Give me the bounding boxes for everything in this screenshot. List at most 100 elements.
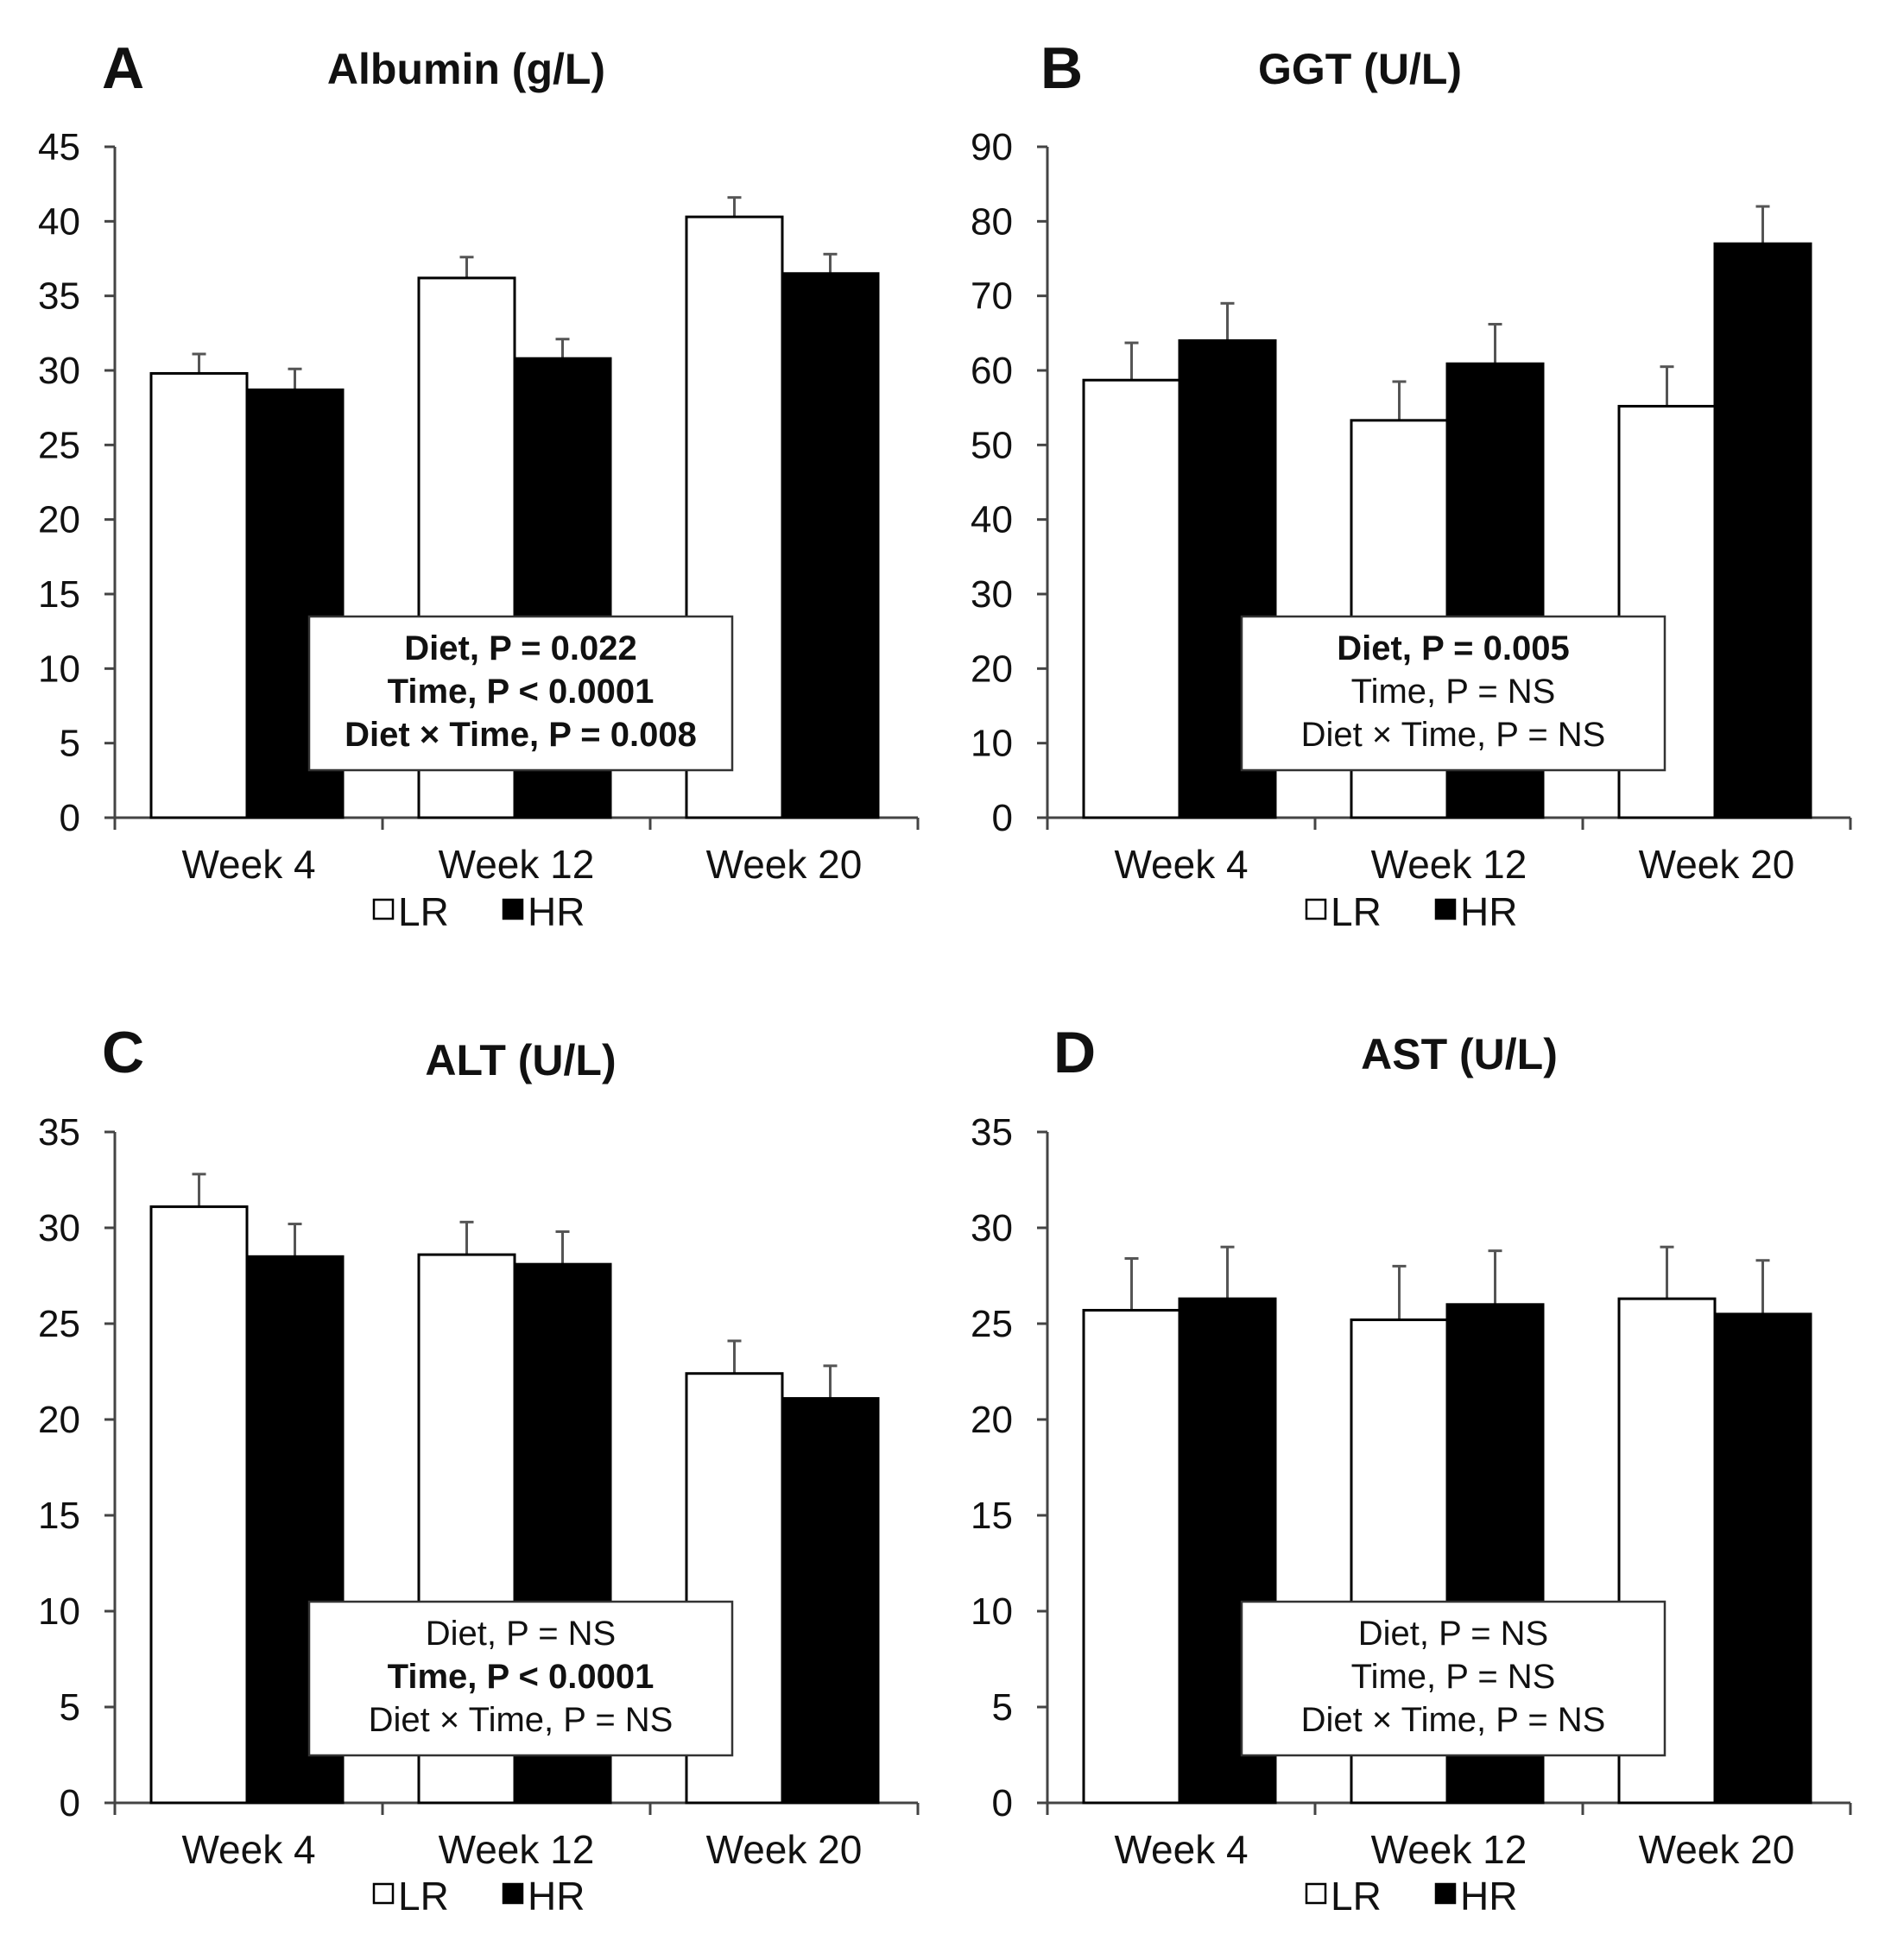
stats-line: Time, P < 0.0001 — [388, 673, 655, 711]
stats-box-frame — [1240, 615, 1666, 772]
x-tick-label: Week 4 — [1114, 842, 1248, 887]
chart-title: Albumin (g/L) — [327, 45, 605, 93]
y-tick-label: 60 — [971, 350, 1013, 392]
y-tick-label: 0 — [992, 1782, 1013, 1824]
y-tick-label: 50 — [971, 424, 1013, 466]
legend: LR HR — [372, 1874, 585, 1919]
stats-line: Diet × Time, P = 0.008 — [345, 716, 697, 754]
stats-line: Diet × Time, P = NS — [1301, 716, 1606, 754]
y-tick-label: 0 — [60, 1782, 80, 1824]
stats-box: Diet, P = NS Time, P = NS Diet × Time, P =… — [1240, 1600, 1666, 1757]
y-tick-label: 10 — [38, 1590, 80, 1633]
legend-swatch-lr — [1305, 898, 1327, 920]
y-tick-label: 10 — [971, 723, 1013, 765]
x-tick-label: Week 12 — [439, 1827, 595, 1872]
x-tick-label: Week 4 — [1114, 1827, 1248, 1872]
stats-line: Diet, P = 0.022 — [404, 629, 636, 667]
y-tick-label: 15 — [38, 573, 80, 616]
x-tick-label: Week 20 — [1639, 1827, 1795, 1872]
x-tick-label: Week 20 — [1639, 842, 1795, 887]
stats-line: Diet × Time, P = NS — [369, 1701, 674, 1739]
y-tick-label: 25 — [38, 424, 80, 466]
y-tick-label: 5 — [992, 1686, 1013, 1729]
y-tick-label: 30 — [971, 573, 1013, 616]
panel-letter: A — [102, 35, 144, 101]
y-tick-label: 5 — [60, 723, 80, 765]
legend: LR HR — [372, 889, 585, 934]
y-tick-label: 30 — [38, 1207, 80, 1249]
chart-panel-c: C ALT (U/L) 0 5 10 15 20 25 30 35 Week 4 Week 12 Wee… — [38, 1020, 920, 1919]
y-tick-label: 40 — [971, 499, 1013, 541]
bar-lr-week-4 — [149, 1205, 249, 1805]
y-tick-label: 80 — [971, 200, 1013, 243]
y-tick-label: 90 — [971, 126, 1013, 168]
y-tick-label: 35 — [971, 1111, 1013, 1154]
y-tick-label: 35 — [38, 275, 80, 318]
y-tick-label: 0 — [992, 797, 1013, 839]
legend-label-hr: HR — [528, 889, 585, 934]
x-tick-label: Week 12 — [439, 842, 595, 887]
chart-title: AST (U/L) — [1361, 1030, 1558, 1078]
y-tick-label: 15 — [971, 1495, 1013, 1537]
x-tick-label: Week 4 — [181, 842, 315, 887]
chart-title: GGT (U/L) — [1258, 45, 1462, 93]
y-tick-label: 25 — [38, 1303, 80, 1345]
bar-hr-week-20 — [1713, 1312, 1812, 1805]
bar-hr-week-20 — [781, 272, 880, 819]
y-tick-label: 35 — [38, 1111, 80, 1154]
y-tick-label: 5 — [60, 1686, 80, 1729]
panel-letter: C — [102, 1020, 144, 1085]
panel-letter: B — [1040, 35, 1083, 101]
y-tick-label: 20 — [38, 499, 80, 541]
stats-box: Diet, P = 0.005 Time, P = NS Diet × Time, … — [1240, 615, 1666, 772]
y-tick-label: 45 — [38, 126, 80, 168]
legend-label-hr: HR — [528, 1874, 585, 1919]
x-tick-label: Week 4 — [181, 1827, 315, 1872]
legend-swatch-lr — [372, 898, 395, 920]
y-tick-label: 40 — [38, 200, 80, 243]
y-tick-label: 30 — [38, 350, 80, 392]
x-tick-label: Week 12 — [1371, 1827, 1527, 1872]
legend: LR HR — [1305, 889, 1517, 934]
y-tick-label: 20 — [38, 1399, 80, 1441]
x-tick-label: Week 20 — [706, 842, 863, 887]
y-tick-label: 20 — [971, 648, 1013, 690]
y-tick-label: 25 — [971, 1303, 1013, 1345]
stats-line: Diet, P = 0.005 — [1337, 629, 1569, 667]
y-tick-label: 30 — [971, 1207, 1013, 1249]
x-tick-label: Week 20 — [706, 1827, 863, 1872]
x-tick-label: Week 12 — [1371, 842, 1527, 887]
legend: LR HR — [1305, 1874, 1517, 1919]
stats-line: Time, P < 0.0001 — [388, 1658, 655, 1696]
stats-box: Diet, P = 0.022 Time, P < 0.0001 Diet × Ti… — [307, 615, 734, 772]
legend-swatch-lr — [1305, 1882, 1327, 1905]
panel-letter: D — [1053, 1020, 1096, 1085]
chart-panel-b: B GGT (U/L) 0 10 20 30 40 50 60 70 80 90 Week 4 Week … — [971, 35, 1852, 934]
stats-line: Diet, P = NS — [1358, 1615, 1548, 1653]
y-tick-label: 15 — [38, 1495, 80, 1537]
bar-hr-week-20 — [781, 1397, 880, 1805]
legend-label-lr: LR — [1331, 889, 1382, 934]
bar-hr-week-20 — [1713, 242, 1812, 819]
chart-panel-a: A Albumin (g/L) 0 5 10 15 20 25 30 35 40 45 Week 4 We… — [38, 35, 920, 934]
legend-label-lr: LR — [398, 889, 449, 934]
y-tick-label: 20 — [971, 1399, 1013, 1441]
bar-lr-week-4 — [1082, 378, 1181, 819]
stats-box-frame — [1240, 1600, 1666, 1757]
stats-line: Time, P = NS — [1351, 1658, 1556, 1696]
legend-swatch-hr — [502, 898, 524, 920]
y-tick-label: 0 — [60, 797, 80, 839]
y-tick-label: 10 — [38, 648, 80, 690]
chart-title: ALT (U/L) — [425, 1036, 616, 1084]
bar-lr-week-4 — [149, 371, 249, 819]
stats-line: Diet × Time, P = NS — [1301, 1701, 1606, 1739]
stats-box-frame — [307, 615, 734, 772]
legend-label-lr: LR — [398, 1874, 449, 1919]
legend-label-hr: HR — [1460, 889, 1517, 934]
chart-panel-d: D AST (U/L) 0 5 10 15 20 25 30 35 Week 4 Week 12 Wee… — [971, 1020, 1852, 1919]
legend-swatch-lr — [372, 1882, 395, 1905]
stats-line: Diet, P = NS — [426, 1615, 616, 1653]
legend-swatch-hr — [502, 1882, 524, 1905]
stats-line: Time, P = NS — [1351, 673, 1556, 711]
